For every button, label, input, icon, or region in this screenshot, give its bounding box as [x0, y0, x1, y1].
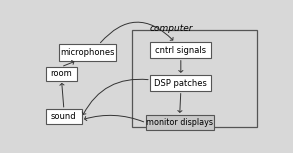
FancyBboxPatch shape: [150, 75, 212, 91]
FancyBboxPatch shape: [46, 109, 82, 124]
Text: monitor displays: monitor displays: [146, 118, 213, 127]
FancyBboxPatch shape: [146, 115, 214, 130]
FancyBboxPatch shape: [132, 30, 257, 127]
Text: computer: computer: [150, 24, 193, 33]
Text: DSP patches: DSP patches: [154, 79, 207, 88]
Text: microphones: microphones: [60, 48, 115, 57]
FancyBboxPatch shape: [46, 67, 77, 81]
FancyBboxPatch shape: [150, 42, 212, 58]
Text: room: room: [51, 69, 72, 78]
Text: cntrl signals: cntrl signals: [155, 46, 206, 55]
Text: sound: sound: [51, 112, 77, 121]
FancyBboxPatch shape: [59, 44, 116, 61]
